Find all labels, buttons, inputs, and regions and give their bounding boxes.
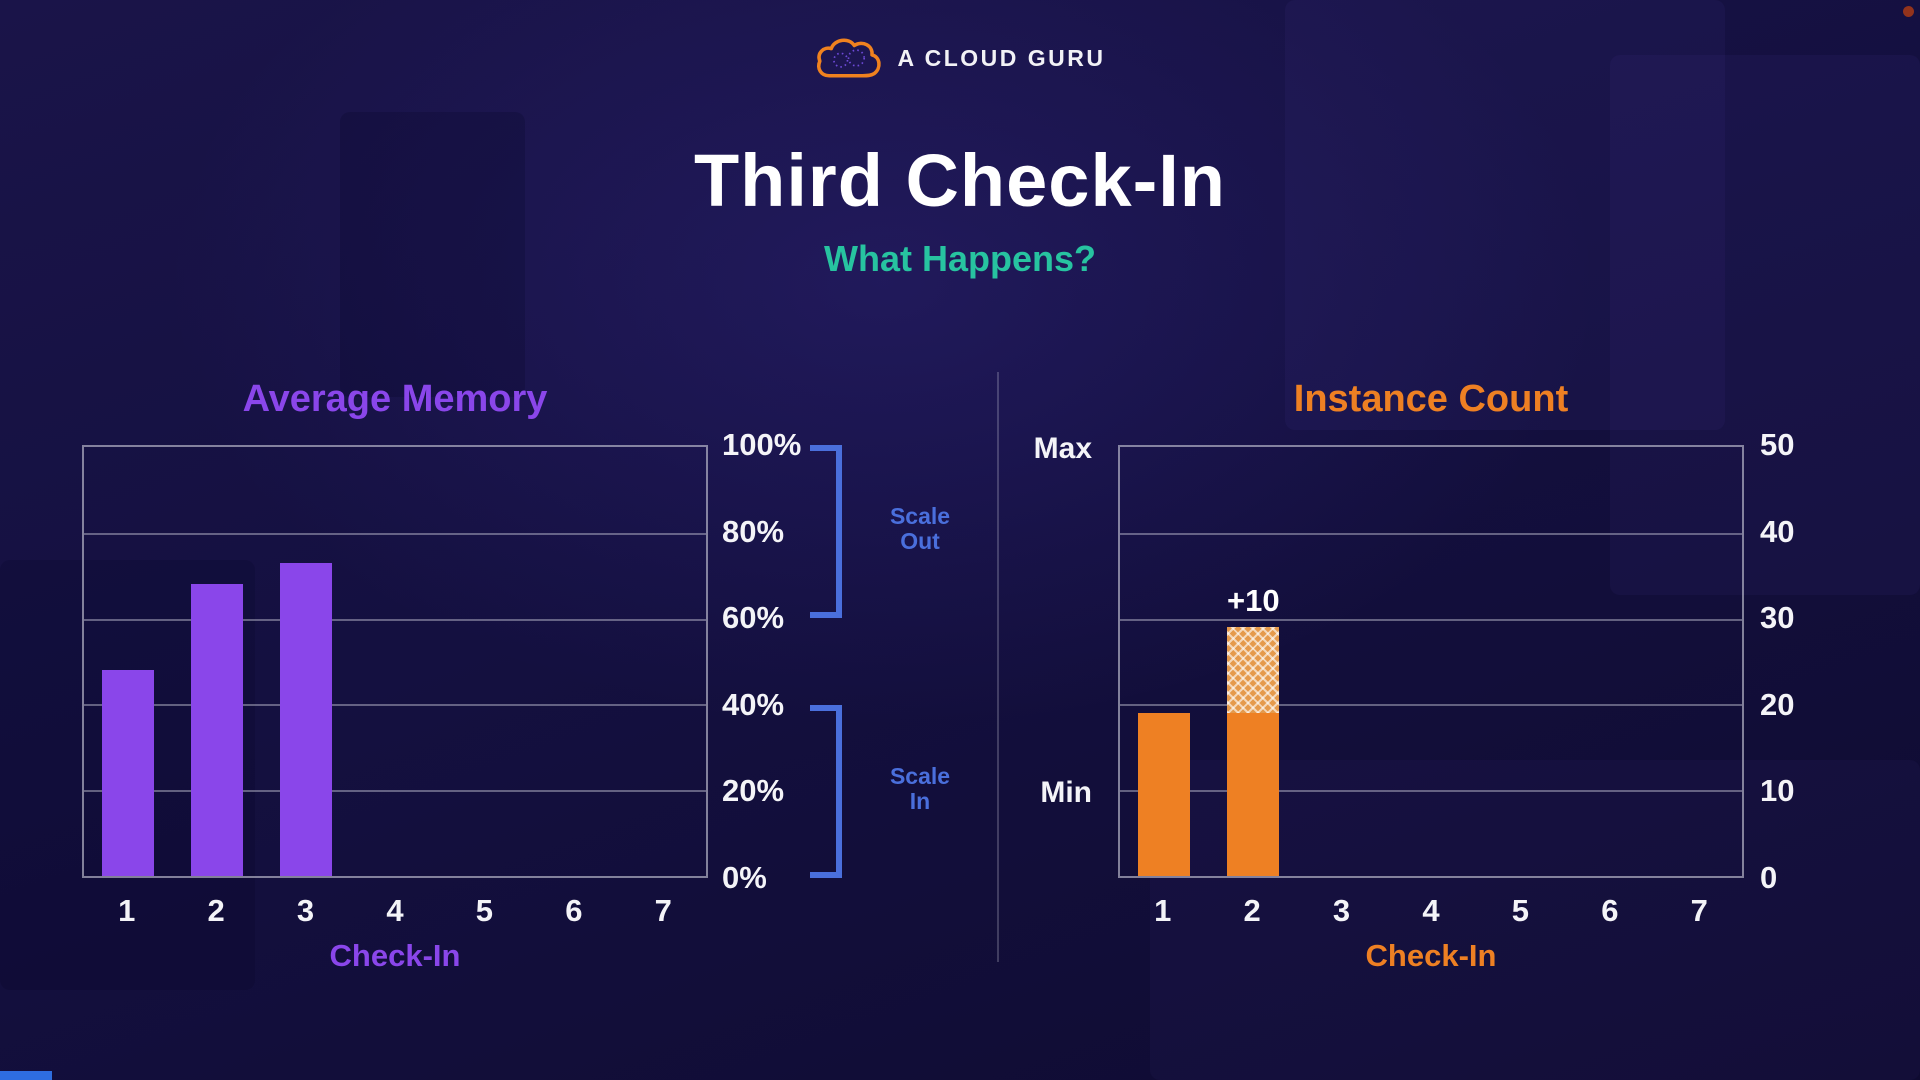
x-tick: 2 bbox=[207, 893, 225, 928]
category-slot bbox=[173, 447, 262, 876]
recording-dot bbox=[1903, 6, 1914, 17]
x-tick: 6 bbox=[1601, 893, 1619, 928]
instance-x-axis: 1 2 3 4 5 6 7 bbox=[1118, 893, 1744, 929]
category-slot bbox=[1120, 447, 1209, 876]
scale-out-label-line1: Scale bbox=[889, 503, 951, 529]
corner-accent-strip bbox=[0, 1071, 52, 1080]
x-tick: 4 bbox=[386, 893, 404, 928]
bar-added-segment bbox=[1227, 627, 1280, 713]
y-tick: 50 bbox=[1760, 427, 1795, 462]
min-label: Min bbox=[1040, 776, 1092, 809]
x-tick: 6 bbox=[565, 893, 583, 928]
background-patch bbox=[1285, 0, 1725, 430]
gridline bbox=[84, 618, 706, 621]
gridline bbox=[84, 704, 706, 707]
scale-out-label: Scale Out bbox=[852, 503, 988, 555]
y-tick: 0 bbox=[1760, 860, 1778, 895]
y-tick: 60% bbox=[722, 600, 785, 636]
bar bbox=[102, 670, 155, 876]
y-tick: 20% bbox=[722, 773, 785, 809]
page-title: Third Check-In bbox=[693, 139, 1227, 222]
memory-x-axis: 1 2 3 4 5 6 7 bbox=[82, 893, 708, 929]
category-slot bbox=[528, 447, 617, 876]
category-slot bbox=[84, 447, 173, 876]
scale-out-bracket bbox=[810, 445, 842, 618]
memory-chart-title: Average Memory bbox=[242, 378, 548, 420]
x-tick: 5 bbox=[1511, 893, 1530, 928]
y-tick: 10 bbox=[1760, 773, 1795, 809]
category-slot bbox=[617, 447, 706, 876]
bar bbox=[280, 562, 333, 876]
bar bbox=[1227, 712, 1280, 876]
category-slot bbox=[1564, 447, 1653, 876]
x-tick: 2 bbox=[1243, 893, 1261, 928]
gridline bbox=[84, 532, 706, 535]
x-tick: 1 bbox=[1154, 893, 1172, 928]
memory-x-axis-label: Check-In bbox=[329, 938, 461, 973]
logo-text: A CLOUD GURU bbox=[897, 44, 1106, 71]
x-tick: 7 bbox=[1690, 893, 1708, 928]
section-divider bbox=[997, 372, 999, 962]
scale-in-label-line1: Scale bbox=[889, 763, 951, 789]
x-tick: 5 bbox=[475, 893, 494, 928]
category-slot bbox=[1475, 447, 1564, 876]
gridline bbox=[1120, 704, 1742, 707]
y-tick: 40% bbox=[722, 686, 785, 722]
bar bbox=[1138, 712, 1191, 876]
gridline bbox=[1120, 618, 1742, 621]
scale-in-label-line2: In bbox=[909, 788, 931, 815]
category-slot bbox=[1298, 447, 1387, 876]
background-patch bbox=[340, 112, 525, 397]
y-tick: 40 bbox=[1760, 513, 1795, 549]
page-subtitle: What Happens? bbox=[823, 238, 1096, 279]
scale-out-label-line2: Out bbox=[900, 528, 940, 555]
category-slot bbox=[351, 447, 440, 876]
x-tick: 7 bbox=[654, 893, 672, 928]
y-tick: 30 bbox=[1760, 600, 1795, 636]
instance-chart-title: Instance Count bbox=[1293, 378, 1569, 420]
x-tick: 3 bbox=[296, 893, 315, 928]
instance-x-axis-label: Check-In bbox=[1365, 938, 1497, 973]
instance-plot-area: +10 bbox=[1118, 445, 1744, 878]
instance-y-axis: 50 40 30 20 10 0 bbox=[1760, 427, 1870, 895]
scale-in-label: Scale In bbox=[852, 763, 988, 815]
x-tick: 4 bbox=[1422, 893, 1440, 928]
y-tick: 100% bbox=[722, 427, 802, 462]
memory-plot-area bbox=[82, 445, 708, 878]
max-label: Max bbox=[1033, 432, 1092, 465]
background-patch bbox=[1610, 55, 1920, 595]
category-slot bbox=[262, 447, 351, 876]
category-slot: +10 bbox=[1209, 447, 1298, 876]
gridline bbox=[84, 790, 706, 793]
bar-value-annotation: +10 bbox=[1226, 583, 1280, 619]
y-tick: 80% bbox=[722, 513, 785, 549]
acg-logo: A CLOUD GURU bbox=[0, 34, 1920, 82]
y-tick: 0% bbox=[722, 860, 767, 895]
x-tick: 3 bbox=[1332, 893, 1351, 928]
category-slot bbox=[1387, 447, 1476, 876]
category-slot bbox=[439, 447, 528, 876]
gridline bbox=[1120, 790, 1742, 793]
gridline bbox=[1120, 532, 1742, 535]
x-tick: 1 bbox=[118, 893, 136, 928]
cloud-icon bbox=[817, 38, 882, 78]
y-tick: 20 bbox=[1760, 686, 1795, 722]
bar bbox=[191, 584, 244, 876]
category-slot bbox=[1653, 447, 1742, 876]
scale-in-bracket bbox=[810, 705, 842, 878]
memory-y-axis: 100% 80% 60% 40% 20% 0% bbox=[722, 427, 832, 895]
